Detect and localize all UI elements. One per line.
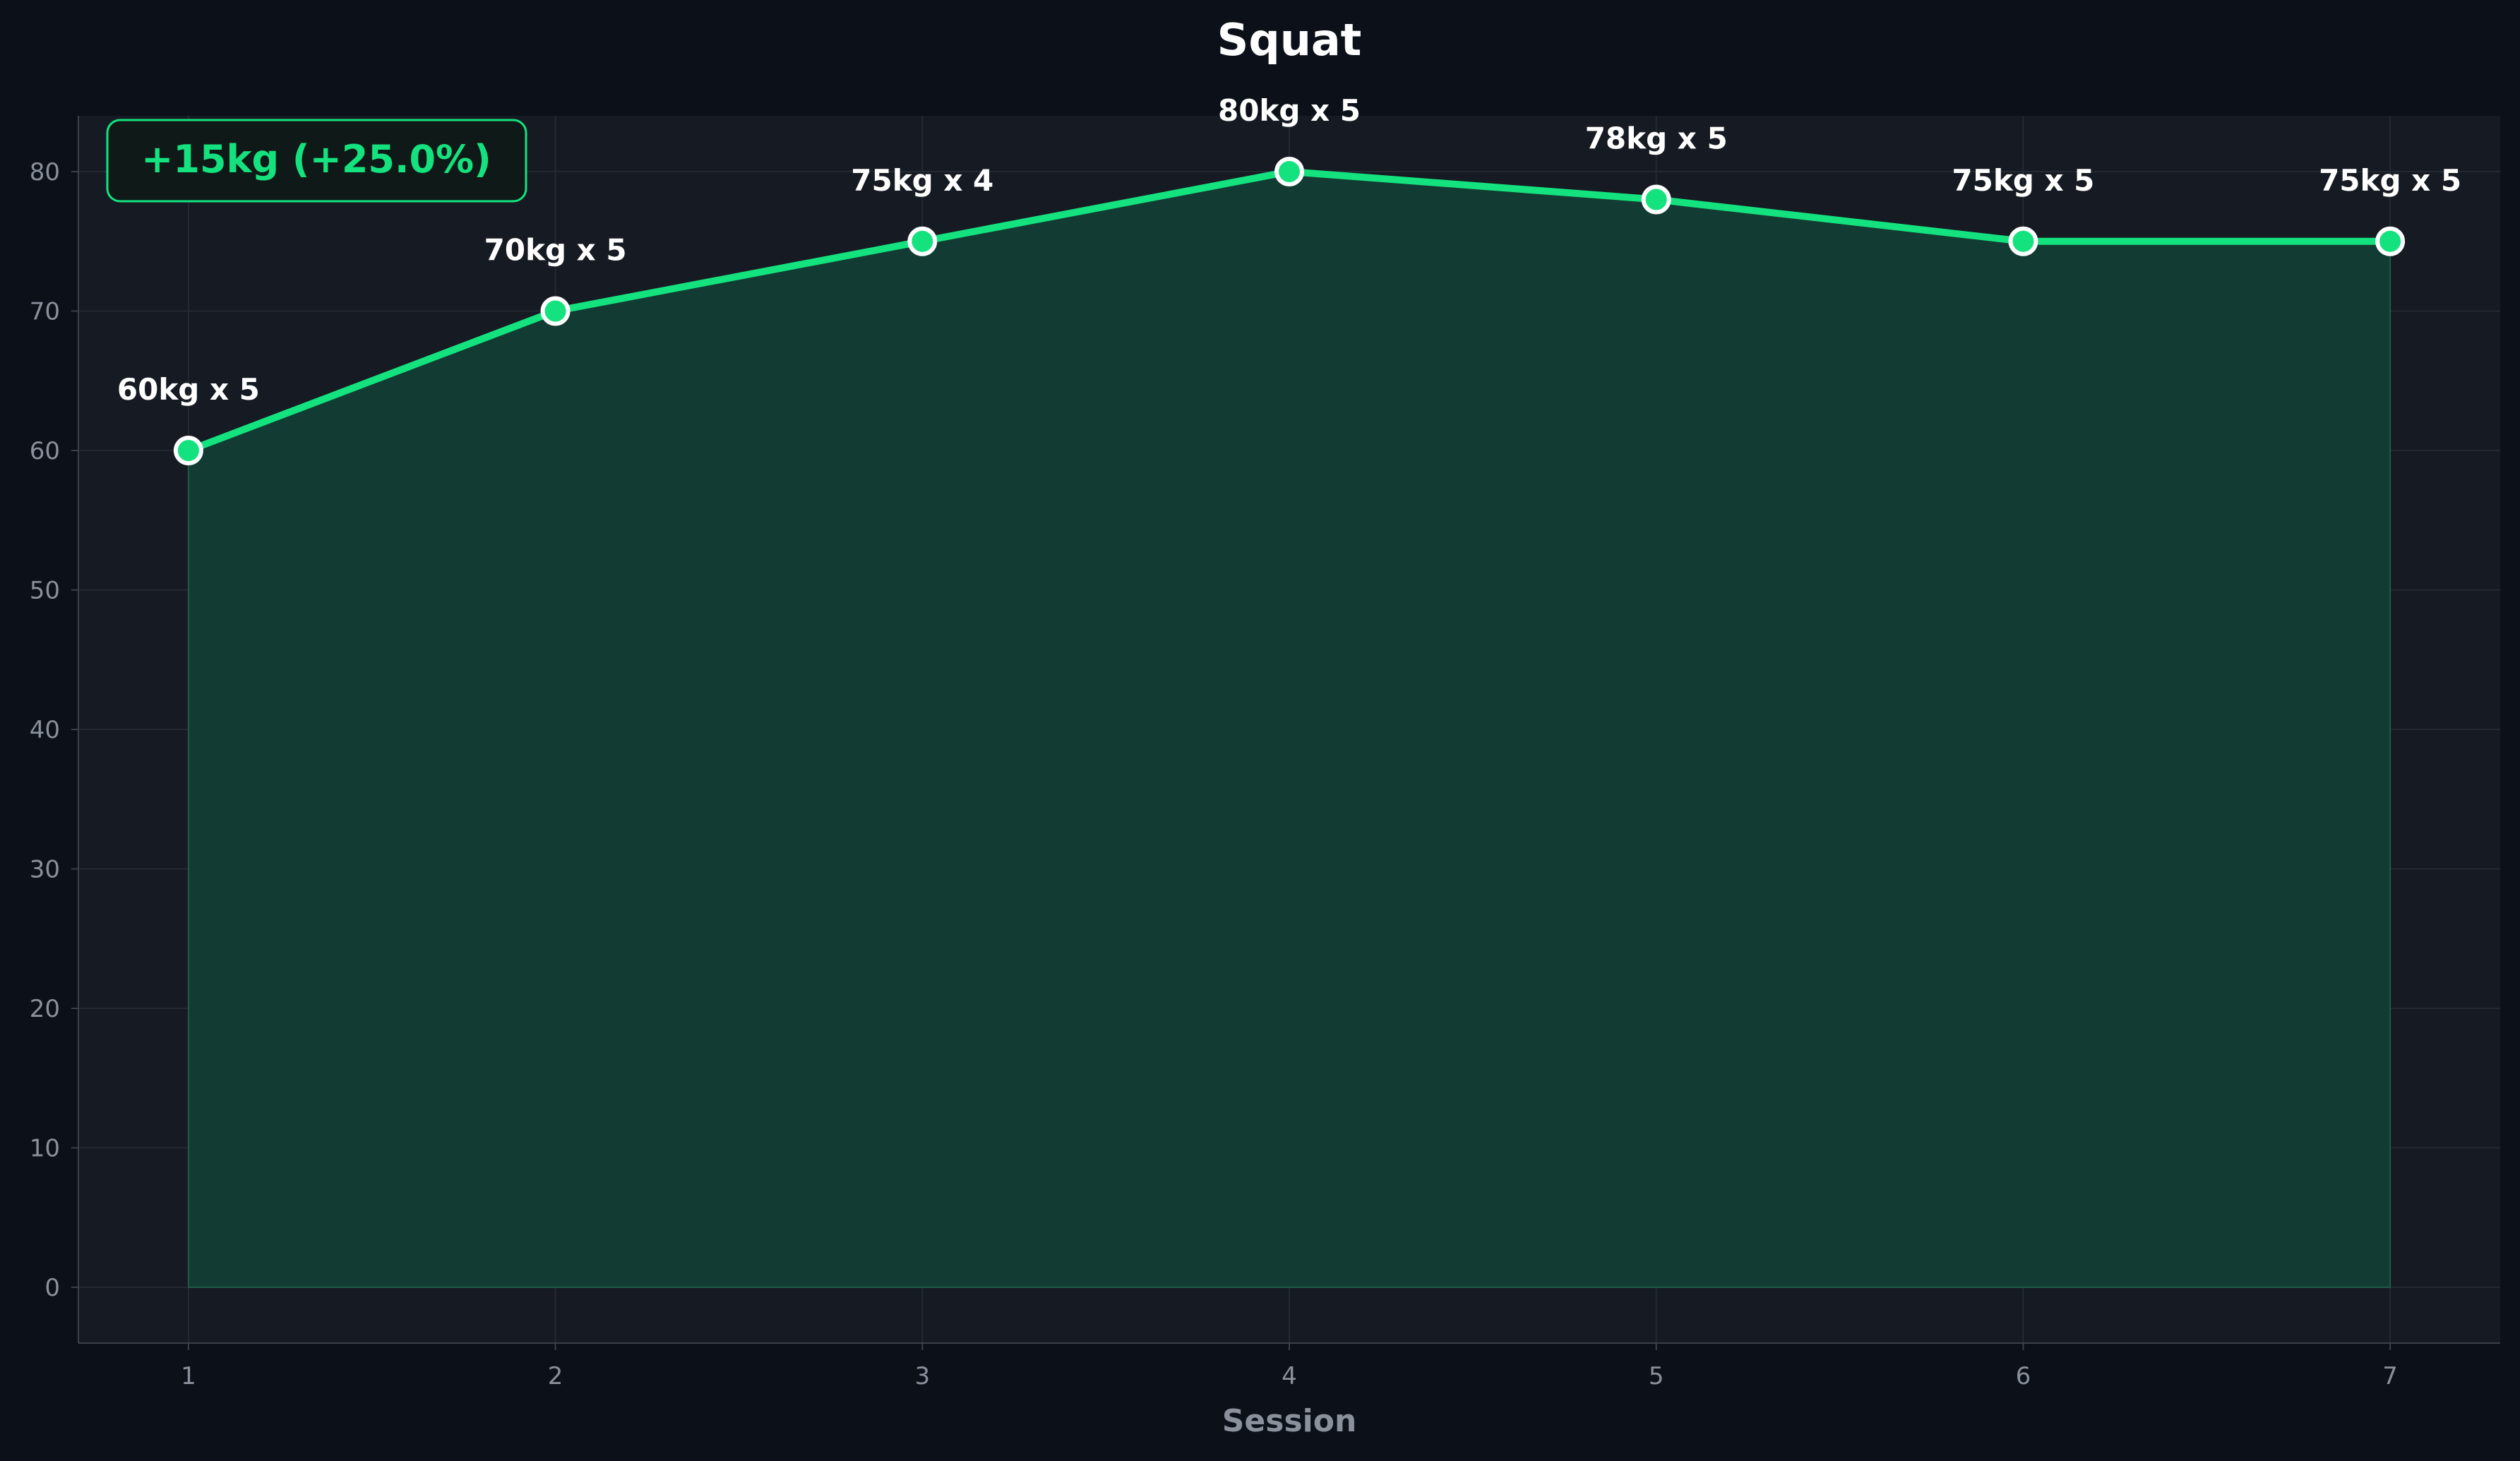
x-tick-label: 6 <box>2016 1362 2031 1390</box>
change-badge: +15kg (+25.0%) <box>106 119 527 203</box>
x-tick-label: 5 <box>1649 1362 1664 1390</box>
x-tick-label: 1 <box>181 1362 196 1390</box>
x-tick-label: 3 <box>914 1362 930 1390</box>
y-tick-label: 50 <box>30 577 60 605</box>
change-badge-text: +15kg (+25.0%) <box>141 137 491 181</box>
y-tick-label: 20 <box>30 995 60 1023</box>
change-badge-box <box>106 119 527 203</box>
data-point <box>2375 226 2406 256</box>
data-point <box>1641 184 1671 215</box>
y-axis: 0 10 20 30 40 50 60 70 80 <box>30 158 78 1302</box>
data-label: 75kg x 5 <box>1952 163 2094 198</box>
data-label: 80kg x 5 <box>1218 93 1361 128</box>
data-label: 75kg x 4 <box>851 163 993 198</box>
x-axis-label: Session <box>1222 1403 1357 1439</box>
data-point <box>540 296 571 326</box>
x-tick-label: 7 <box>2382 1362 2398 1390</box>
data-points <box>173 157 2406 465</box>
data-label: 70kg x 5 <box>484 233 627 268</box>
y-tick-label: 70 <box>30 298 60 326</box>
chart-title: Squat <box>1217 14 1362 66</box>
data-label: 75kg x 5 <box>2319 163 2461 198</box>
y-tick-label: 0 <box>44 1274 60 1302</box>
x-tick-label: 4 <box>1282 1362 1297 1390</box>
y-tick-label: 30 <box>30 856 60 884</box>
x-axis: 1 2 3 4 5 6 7 <box>181 1343 2398 1390</box>
y-tick-label: 80 <box>30 158 60 186</box>
data-labels: 60kg x 5 70kg x 5 75kg x 4 80kg x 5 78kg x 5… <box>117 93 2461 407</box>
data-point <box>173 436 203 465</box>
data-label: 60kg x 5 <box>117 372 260 407</box>
data-point <box>1274 157 1304 186</box>
y-tick-label: 40 <box>30 716 60 744</box>
area-fill <box>187 170 2391 1288</box>
y-tick-label: 60 <box>30 437 60 465</box>
y-tick-label: 10 <box>30 1135 60 1163</box>
data-point <box>2008 226 2038 256</box>
x-tick-label: 2 <box>548 1362 563 1390</box>
data-label: 78kg x 5 <box>1585 121 1728 156</box>
data-point <box>907 226 938 256</box>
